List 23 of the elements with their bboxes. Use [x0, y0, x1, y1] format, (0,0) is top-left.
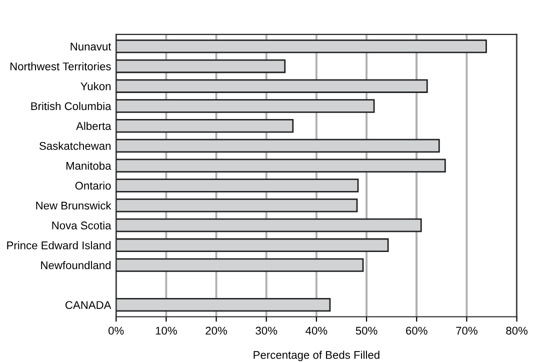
y-tick-label: Yukon — [80, 82, 111, 90]
x-tick-label: 30% — [256, 326, 278, 335]
x-tick-label: 0% — [108, 326, 124, 335]
y-tick-label: Newfoundland — [41, 261, 111, 270]
y-tick-label: Alberta — [76, 122, 112, 130]
y-tick-label: Nunavut — [70, 42, 112, 50]
x-axis-title: Percentage of Beds Filled — [254, 350, 380, 362]
x-tick-label: 80% — [506, 326, 528, 335]
x-tick-label: 70% — [456, 326, 478, 335]
x-tick-label: 50% — [356, 326, 378, 335]
x-tick-label: 40% — [306, 326, 328, 335]
y-tick-label: Nova Scotia — [52, 221, 112, 230]
y-tick-label: Saskatchewan — [39, 142, 111, 150]
y-tick-label: New Brunswick — [36, 201, 112, 210]
y-tick-label: British Columbia — [31, 102, 112, 110]
y-tick-label: Manitoba — [66, 162, 112, 170]
y-tick-label: Prince Edward Island — [7, 241, 111, 250]
y-tick-label: CANADA — [65, 301, 112, 309]
x-tick-label: 20% — [206, 326, 227, 335]
x-tick-label: 60% — [406, 326, 428, 335]
x-tick-label: 10% — [156, 326, 177, 335]
y-tick-label: Northwest Territories — [10, 62, 111, 70]
y-tick-label: Ontario — [75, 181, 111, 190]
